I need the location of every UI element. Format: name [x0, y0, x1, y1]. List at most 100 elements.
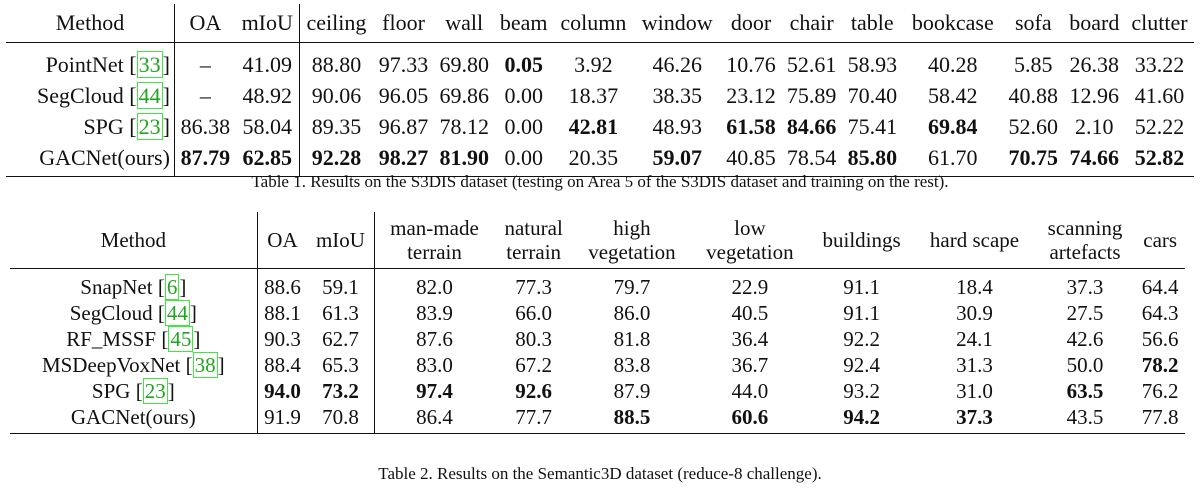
method-cell: SegCloud [44]	[10, 299, 258, 326]
header-line: low	[734, 216, 766, 240]
value-cell: 92.2	[843, 326, 880, 351]
value-cell: 52.61	[786, 51, 837, 77]
method-cell: RF_MSSF [45]	[10, 325, 258, 352]
method-cell: SPG [23]	[6, 111, 175, 142]
value-cell: 31.0	[956, 378, 993, 403]
method-name: GACNet(ours)	[39, 144, 170, 170]
column-header: table	[841, 4, 903, 43]
column-header: Method	[6, 4, 175, 43]
method-name: SnapNet	[80, 274, 153, 299]
citation-link[interactable]: 6	[164, 273, 180, 300]
value-cell: 40.28	[928, 51, 978, 77]
value-cell: 90.06	[311, 82, 362, 108]
value-cell: 23.12	[726, 82, 776, 108]
header-line: mIoU	[315, 228, 365, 252]
value-cell: 92.6	[515, 378, 552, 403]
value-cell: 91.9	[257, 404, 308, 434]
value-cell: 0.00	[504, 82, 543, 108]
header-line: vegetation	[588, 240, 676, 264]
header-line: natural	[504, 216, 563, 240]
value-cell: 88.80	[311, 51, 362, 77]
value-cell: 96.05	[378, 82, 429, 108]
method-cell: GACNet(ours)	[6, 142, 175, 177]
header-line: terrain	[407, 240, 462, 264]
value-cell: 27.5	[1066, 300, 1104, 325]
value-cell: 83.0	[416, 352, 453, 377]
value-cell: 88.5	[572, 404, 691, 434]
value-cell: 70.8	[307, 404, 375, 434]
table1-header-row: Method OA mIoU ceiling floor wall beam column wi…	[6, 4, 1194, 43]
value-cell: 59.07	[633, 142, 721, 177]
value-cell: 62.85	[235, 142, 300, 177]
header-line: Method	[100, 228, 166, 252]
value-cell: 77.3	[515, 274, 552, 299]
value-cell: 77.7	[494, 404, 573, 434]
value-cell: 78.54	[781, 142, 842, 177]
table-row: GACNet(ours) 91.9 70.8 86.4 77.7 88.5 60.6 94.2…	[10, 404, 1185, 434]
method-name: SPG	[83, 113, 124, 139]
column-header: high vegetation	[572, 212, 691, 269]
citation-link[interactable]: 23	[142, 377, 168, 404]
method-name: MSDeepVoxNet	[41, 352, 181, 377]
value-cell: 22.9	[731, 274, 769, 299]
value-cell: 26.38	[1069, 51, 1120, 77]
header-line: artefacts	[1049, 240, 1121, 264]
value-cell: 10.76	[726, 51, 776, 77]
header-line: buildings	[822, 228, 901, 252]
column-header: cars	[1135, 212, 1185, 269]
citation-link[interactable]: 44	[164, 299, 190, 326]
header-line: terrain	[506, 240, 562, 264]
value-cell: 60.6	[690, 404, 809, 434]
table-row: SnapNet [6] 88.6 59.1 82.0 77.3 79.7 22.9 91.1 1…	[10, 268, 1185, 300]
column-header: chair	[781, 4, 842, 43]
value-cell: 52.60	[1008, 113, 1059, 139]
value-cell: 40.85	[720, 142, 782, 177]
value-cell: 46.26	[652, 51, 702, 77]
column-header: OA	[174, 4, 236, 43]
value-cell: 83.9	[416, 300, 453, 325]
value-cell: 42.6	[1066, 326, 1104, 351]
value-cell: 86.4	[374, 404, 495, 434]
value-cell: 52.22	[1134, 113, 1185, 139]
column-header: mIoU	[235, 4, 300, 43]
value-cell: 52.82	[1125, 142, 1194, 177]
value-cell: 40.5	[731, 300, 769, 325]
value-cell: 97.4	[416, 378, 453, 403]
value-cell: 92.4	[843, 352, 880, 377]
citation-link[interactable]: 38	[192, 351, 218, 378]
value-cell: 40.88	[1008, 82, 1059, 108]
value-cell: 69.80	[439, 51, 489, 77]
value-cell: 62.7	[307, 326, 375, 352]
value-cell: 87.6	[416, 326, 453, 351]
value-cell: 63.5	[1066, 378, 1104, 403]
column-header: window	[633, 4, 721, 43]
citation-link[interactable]: 33	[136, 50, 163, 78]
value-cell: 61.70	[902, 142, 1003, 177]
citation-link[interactable]: 45	[168, 325, 194, 352]
method-cell: SnapNet [6]	[10, 268, 258, 300]
value-cell: 81.8	[613, 326, 651, 351]
value-cell: 78.12	[439, 113, 489, 139]
value-cell: 69.84	[928, 113, 978, 139]
header-line: scanning	[1047, 216, 1123, 240]
value-cell: 78.2	[1141, 352, 1179, 377]
method-cell: SegCloud [44]	[6, 80, 175, 111]
value-cell: 42.81	[568, 113, 619, 139]
value-cell: 84.66	[786, 113, 837, 139]
value-cell: 3.92	[574, 51, 613, 77]
method-name: PointNet	[45, 51, 124, 77]
column-header: beam	[494, 4, 553, 43]
citation-link[interactable]: 44	[136, 81, 163, 109]
value-cell: 58.04	[235, 111, 300, 142]
column-header: floor	[373, 4, 434, 43]
citation-link[interactable]: 23	[136, 112, 163, 140]
column-header: OA	[257, 212, 308, 269]
value-cell: 36.7	[731, 352, 769, 377]
value-cell: 76.2	[1141, 378, 1179, 403]
method-name: RF_MSSF	[66, 326, 157, 351]
value-cell: 91.1	[843, 274, 880, 299]
value-cell: 37.3	[914, 404, 1035, 434]
value-cell: 88.6	[264, 274, 301, 299]
method-name: GACNet(ours)	[70, 404, 196, 429]
table-row: SPG [23] 86.38 58.04 89.35 96.87 78.12 0.00 42.…	[6, 111, 1194, 142]
